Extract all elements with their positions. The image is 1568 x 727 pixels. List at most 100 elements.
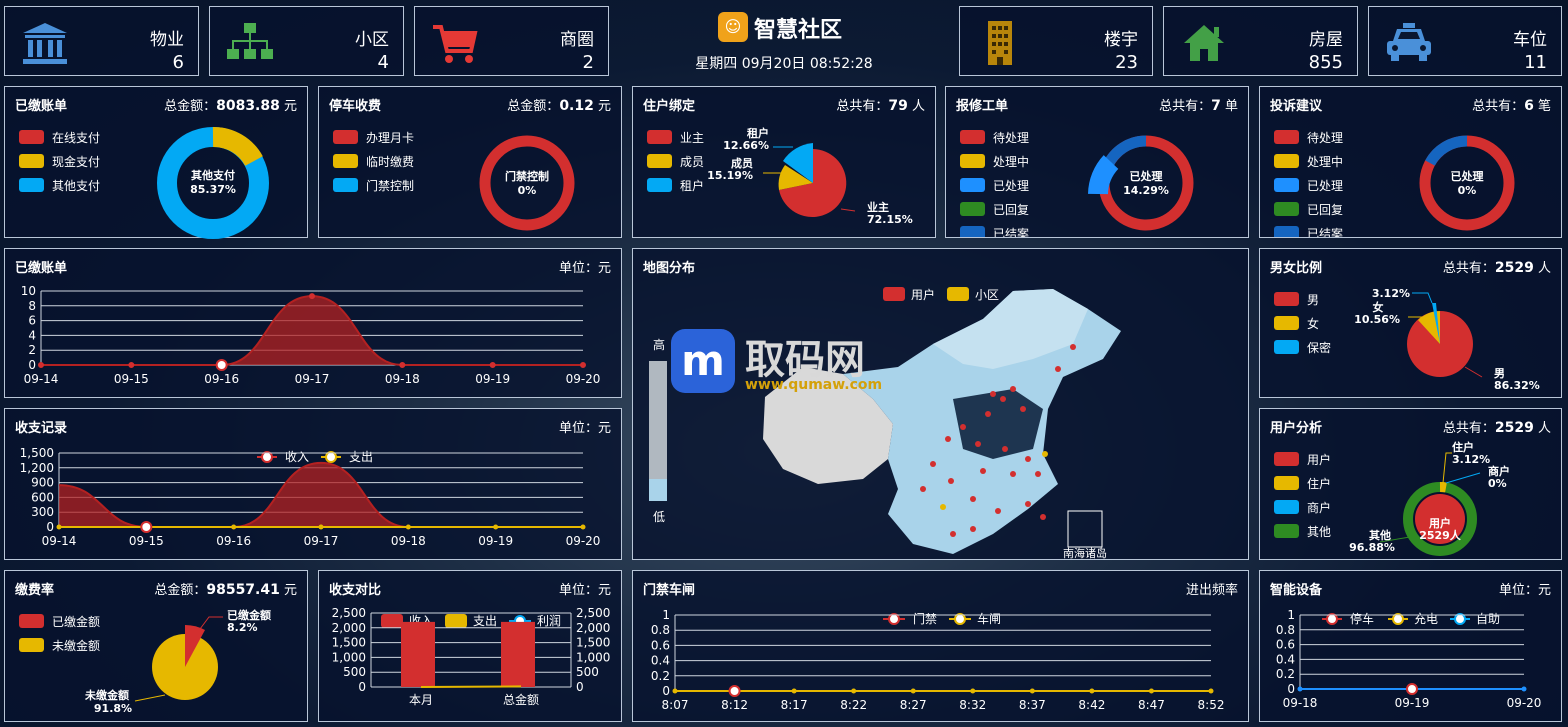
stat-value: 855 — [1308, 52, 1343, 73]
legend-item[interactable]: 门禁控制 — [333, 173, 414, 197]
legend-item[interactable]: 保密 — [1274, 335, 1331, 359]
y2-tick-label: 1,000 — [576, 650, 610, 664]
legend-item[interactable]: 已结案 — [1274, 221, 1343, 237]
pie-slice — [783, 143, 813, 183]
legend-item[interactable]: 租户 — [647, 173, 704, 197]
legend-item[interactable]: 处理中 — [1274, 149, 1343, 173]
panel-smart-devices: 智能设备 单位：元 停车 充电 自助 0 0.2 0.4 0.6 0.8 1 09-18 09… — [1259, 570, 1562, 722]
stat-house[interactable]: 房屋 855 — [1163, 6, 1358, 76]
pie-slice — [185, 624, 205, 667]
stat-business[interactable]: 商圈 2 — [414, 6, 609, 76]
y-tick-label: 4 — [28, 328, 36, 342]
stat-value: 4 — [377, 52, 389, 73]
stat-title: 楼宇 — [1104, 30, 1138, 50]
legend-item[interactable]: 现金支付 — [19, 149, 100, 173]
pie-chart: 3.12% 女 10.56% 男 86.32% — [1354, 287, 1540, 392]
x-tick-label: 8:27 — [900, 698, 927, 712]
legend-item[interactable]: 临时缴费 — [333, 149, 414, 173]
y2-tick-label: 2,500 — [576, 606, 610, 620]
pie-slice — [779, 149, 847, 217]
y-tick-label: 2,500 — [332, 606, 366, 620]
data-point — [231, 524, 237, 530]
legend-item[interactable]: 男 — [1274, 287, 1331, 311]
data-point — [970, 688, 976, 694]
panel-unit: 单位：元 — [558, 583, 611, 598]
legend-item[interactable]: 商户 — [1274, 495, 1331, 519]
south-sea-inset — [1067, 510, 1103, 548]
y-tick-label: 1 — [662, 608, 670, 622]
legend-item[interactable]: 办理月卡 — [333, 125, 414, 149]
panel-resident-binding: 住户绑定 总共有：79 人 业主 成员 租户 租户 12.66% 成员 15.1… — [632, 86, 936, 238]
legend-item[interactable]: 已结案 — [960, 221, 1029, 237]
panel-total: 总共有：2529 人 — [1442, 420, 1551, 436]
legend-item[interactable]: 已回复 — [1274, 197, 1343, 221]
stat-title: 商圈 — [560, 30, 594, 50]
legend-item[interactable]: 已处理 — [960, 173, 1029, 197]
y-tick-label: 8 — [28, 299, 36, 313]
legend-item[interactable]: 成员 — [647, 149, 704, 173]
legend-item[interactable]: 已处理 — [1274, 173, 1343, 197]
legend-item[interactable]: 已缴金额 — [19, 609, 100, 633]
y-tick-label: 900 — [31, 476, 54, 490]
y-tick-label: 10 — [21, 284, 36, 298]
pie-slice — [1432, 303, 1440, 344]
map-legend-label: 用户 — [911, 287, 935, 302]
panel-user-analysis: 用户分析 总共有：2529 人 用户 住户 商户 其他 住户 3.12% 商户 … — [1259, 408, 1562, 560]
panel-title: 男女比例 — [1270, 261, 1323, 276]
nested-pie-chart: 住户 3.12% 商户 0% 其他 96.88% 用户 2529人 — [1349, 440, 1510, 556]
legend-item[interactable]: 已回复 — [960, 197, 1029, 221]
x-tick-label: 09-17 — [304, 534, 339, 548]
pie-label-pct: 15.19% — [707, 169, 753, 182]
car-icon — [1387, 23, 1431, 61]
china-map: 用户 小区 高 低 南海诸岛 — [649, 287, 1121, 559]
legend-item[interactable]: 待处理 — [1274, 125, 1343, 149]
stat-property[interactable]: 物业 6 — [4, 6, 199, 76]
pie-label: 成员 — [731, 156, 753, 170]
stat-community[interactable]: 小区 4 — [209, 6, 404, 76]
donut-center-pct: 14.29% — [1123, 184, 1169, 197]
pie-label-pct: 3.12% — [1372, 287, 1410, 300]
legend-item[interactable]: 女 — [1274, 311, 1331, 335]
data-point — [580, 524, 586, 530]
legend-item[interactable]: 业主 — [647, 125, 704, 149]
panel-unit: 单位：元 — [558, 421, 611, 436]
scale-low-label: 低 — [653, 510, 665, 524]
bar — [501, 621, 535, 687]
legend-item[interactable]: 在线支付 — [19, 125, 100, 149]
x-tick-label: 09-15 — [114, 372, 149, 386]
line-chart: 00.20.40.60.81 09-18 09-19 09-20 — [1276, 608, 1542, 710]
legend: 已缴金额 未缴金额 — [19, 609, 100, 657]
y-tick-label: 0 — [662, 684, 670, 698]
panel-title: 门禁车闸 — [643, 583, 696, 598]
donut-segment — [1088, 155, 1119, 195]
panel-total: 总金额：0.12 元 — [507, 98, 611, 114]
x-tick-label: 09-20 — [1507, 696, 1542, 710]
legend-item[interactable]: 用户 — [1274, 447, 1331, 471]
y-tick-label: 0.4 — [651, 654, 670, 668]
legend-item[interactable]: 未缴金额 — [19, 633, 100, 657]
data-point — [1029, 688, 1035, 694]
legend-item[interactable]: 处理中 — [960, 149, 1029, 173]
legend-item[interactable]: 其他 — [1274, 519, 1331, 543]
donut-segment — [1103, 135, 1147, 168]
panel-paid-bills: 已缴账单 总金额：8083.88 元 在线支付 现金支付 其他支付 其他支付 8… — [4, 86, 308, 239]
x-tick-label: 09-14 — [24, 372, 59, 386]
map-region — [933, 289, 1088, 369]
line-chart: 00.20.4 0.60.81 8:07 8:12 8:17 8:22 8:27 8:32 8:… — [651, 608, 1225, 712]
donut-segment — [479, 135, 575, 231]
stat-building[interactable]: 楼宇 23 — [959, 6, 1153, 76]
stat-parking-spot[interactable]: 车位 11 — [1368, 6, 1562, 76]
legend-item[interactable]: 住户 — [1274, 471, 1331, 495]
legend-item[interactable]: 待处理 — [960, 125, 1029, 149]
data-point — [215, 359, 228, 371]
x-tick-label: 09-19 — [478, 534, 513, 548]
legend: 待处理 处理中 已处理 已回复 已结案 — [960, 125, 1029, 237]
y-tick-label: 0.6 — [1276, 638, 1295, 652]
legend-item[interactable]: 其他支付 — [19, 173, 100, 197]
y-tick-label: 0.4 — [1276, 652, 1295, 666]
panel-paid-bills-trend: 已缴账单 单位：元 0 2 4 6 8 10 09-14 09-15 09-16 09-17 09-… — [4, 248, 622, 398]
donut-segment — [212, 127, 263, 167]
donut-chart: 已处理 0% — [1419, 135, 1515, 231]
legend: 办理月卡 临时缴费 门禁控制 — [333, 125, 414, 197]
stat-title: 车位 — [1513, 30, 1547, 50]
